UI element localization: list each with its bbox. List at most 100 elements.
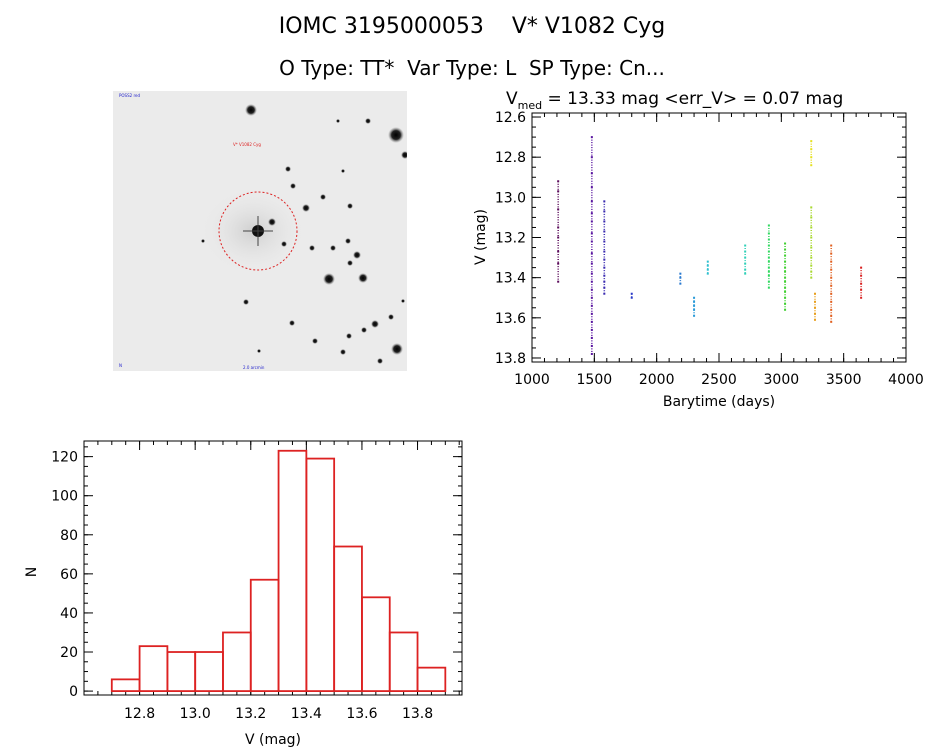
finder-star [336, 119, 340, 123]
finder-label-target: V* V1082 Cyg [233, 142, 261, 147]
finder-star [330, 245, 336, 251]
finder-star [201, 239, 205, 243]
finder-star [281, 241, 287, 247]
finder-star [309, 245, 315, 251]
page-subtitle: O Type: TT* Var Type: L SP Type: Cn... [279, 56, 665, 80]
histogram-bar [305, 457, 336, 692]
light-curve-ytick-label: 13.4 [495, 271, 526, 287]
histogram-xtick-label: 13.2 [235, 706, 266, 722]
histogram-ytick-label: 0 [69, 684, 78, 700]
finder-star [353, 251, 361, 259]
finder-star [388, 314, 394, 320]
finder-star [289, 320, 295, 326]
light-curve-ticks: 1000 1500 2000 2500 3000 3500 4000 12.6 12.8 13.0… [495, 110, 924, 388]
light-curve-point [784, 308, 787, 311]
light-curve-xtick-label: 1500 [577, 372, 613, 388]
finder-star [268, 218, 276, 226]
light-curve-point [813, 318, 816, 321]
finder-star [341, 169, 345, 173]
finder-star [346, 333, 352, 339]
finder-star [285, 166, 291, 172]
finder-stars [201, 104, 407, 364]
histogram-bar [166, 651, 197, 692]
histogram-xtick-label: 13.4 [291, 706, 322, 722]
light-curve-ytick-label: 12.6 [495, 110, 526, 126]
histogram-bars [110, 449, 447, 692]
histogram-ytick-label: 40 [60, 606, 78, 622]
histogram-ytick-label: 20 [60, 645, 78, 661]
finder-star [347, 203, 353, 209]
histogram-bar [277, 449, 308, 692]
light-curve-ytick-label: 13.0 [495, 190, 526, 206]
light-curve-ytick-label: 12.8 [495, 150, 526, 166]
finder-label-bottom-left: N [119, 363, 122, 368]
histogram-chart: 12.8 13.0 13.2 13.4 13.6 13.8020406080100120 … [24, 440, 463, 747]
finder-star [361, 327, 367, 333]
finder-star [391, 343, 403, 355]
finder-star [320, 194, 326, 200]
light-curve-point [810, 276, 813, 279]
finder-star [347, 260, 353, 266]
histogram-ylabel: N [24, 567, 40, 577]
light-curve-chart: Vmed = 13.33 mag <err_V> = 0.07 mag 1000… [473, 89, 924, 410]
histogram-bar [416, 666, 447, 692]
finder-star [302, 204, 310, 212]
histogram-ytick-label: 120 [51, 450, 78, 466]
light-curve-xtick-label: 2500 [701, 372, 737, 388]
light-curve-ytick-label: 13.8 [495, 351, 526, 367]
histogram-bar [138, 645, 169, 692]
light-curve-ytick-label: 13.2 [495, 231, 526, 247]
finder-star [377, 358, 383, 364]
light-curve-ytick-label: 13.6 [495, 311, 526, 327]
light-curve-xtick-label: 3000 [764, 372, 800, 388]
histogram-bar [361, 596, 391, 692]
finder-star [340, 349, 346, 355]
finder-star [257, 349, 261, 353]
histogram-xtick-label: 12.8 [124, 706, 155, 722]
finder-chart-image: POSS2 red V* V1082 Cyg N 2.0 arcmin [113, 91, 407, 371]
histogram-bar [222, 631, 252, 692]
light-curve-points [557, 136, 863, 355]
light-curve-point [767, 286, 770, 289]
light-curve-point [693, 314, 696, 317]
finder-star [358, 273, 368, 283]
finder-star [371, 320, 379, 328]
finder-star [388, 127, 404, 143]
finder-star [345, 238, 351, 244]
light-curve-point [744, 272, 747, 275]
finder-star [401, 151, 407, 159]
light-curve-ylabel: V (mag) [473, 209, 489, 265]
histogram-bar [388, 631, 419, 692]
histogram-xtick-label: 13.8 [402, 706, 433, 722]
light-curve-point [706, 272, 709, 275]
light-curve-point [830, 320, 833, 323]
histogram-xlabel: V (mag) [245, 732, 301, 747]
light-curve-xtick-label: 1000 [514, 372, 550, 388]
finder-label-bottom-center: 2.0 arcmin [243, 365, 265, 370]
histogram-frame [83, 440, 463, 696]
histogram-ticks: 12.8 13.0 13.2 13.4 13.6 13.8 0 20 40 60 80 100 120 [51, 441, 462, 722]
histogram-bar [249, 578, 280, 692]
page-title: IOMC 3195000053 V* V1082 Cyg [278, 14, 666, 39]
light-curve-xtick-label: 3500 [826, 372, 862, 388]
light-curve-frame [531, 112, 907, 363]
light-curve-point [603, 292, 606, 295]
finder-star [323, 273, 335, 285]
finder-star [245, 104, 257, 116]
light-curve-xtick-label: 2000 [639, 372, 675, 388]
histogram-xtick-label: 13.0 [180, 706, 211, 722]
histogram-xtick-label: 13.6 [346, 706, 377, 722]
target-circle [218, 191, 298, 271]
light-curve-xtick-label: 4000 [888, 372, 924, 388]
light-curve-point [630, 296, 633, 299]
finder-star [243, 299, 249, 305]
histogram-bar [194, 651, 224, 692]
histogram-bar [110, 678, 141, 692]
histogram-ytick-label: 80 [60, 528, 78, 544]
light-curve-point [679, 282, 682, 285]
finder-star [312, 338, 318, 344]
light-curve-point [784, 254, 787, 257]
finder-star [365, 118, 371, 124]
light-curve-xlabel: Barytime (days) [663, 394, 775, 410]
histogram-ytick-label: 60 [60, 567, 78, 583]
